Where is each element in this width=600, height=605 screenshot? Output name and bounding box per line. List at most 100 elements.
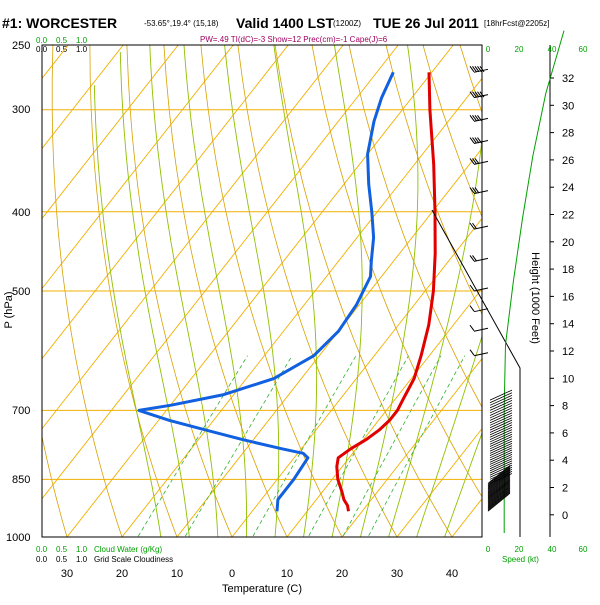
pressure-tick-850: 850 [12,474,30,486]
barb-staff [473,327,489,332]
barb-flag [472,137,477,144]
barb-flag [472,255,477,262]
barb-flag [474,66,480,73]
mid-level-barb [489,471,513,482]
low-level-barb [487,477,511,496]
barb-flag [469,115,475,122]
panel-boundary [431,209,521,537]
mixing-ratio-line [342,355,442,537]
low-level-barb [487,481,511,500]
pressure-tick-1000: 1000 [6,532,30,544]
low-level-barb [487,492,511,512]
low-level-barb [487,483,511,502]
bottom-cloud-water-0: 0.0 [36,545,48,554]
mid-level-barb [489,468,513,480]
dry-adiabat [0,0,12,537]
pressure-tick-400: 400 [12,207,30,219]
barb-flag [479,66,485,73]
wind-barb [469,187,489,195]
mid-level-barb [489,422,513,433]
mid-level-barb [489,456,513,467]
temperature-tick: 0 [229,568,235,580]
isotherm-line [341,357,482,537]
dry-adiabat [89,45,178,537]
temperature-tick: 10 [281,568,293,580]
mixing-ratio-line [184,355,293,537]
temperature-tick: 20 [336,568,348,580]
barb-staff [473,287,489,292]
dry-adiabat [311,45,482,498]
barb-flag [469,284,475,291]
mid-level-barb [489,394,513,406]
moist-adiabat [444,431,482,537]
pressure-axis-label: P (hPa) [3,291,15,328]
mid-level-barb [489,426,513,438]
speed-tick-top: 60 [579,45,588,54]
mid-level-barb [489,445,513,456]
barb-flag [479,91,485,98]
pressure-tick-700: 700 [12,405,30,417]
height-tick: 4 [562,455,568,467]
wind-barb [469,324,489,332]
dry-adiabat [422,45,482,218]
isotherm-line [42,45,124,150]
height-tick: 22 [562,210,574,222]
plot-frame [41,44,483,538]
mixing-ratio-line [137,355,248,537]
temperature-tick: 30 [391,568,403,580]
barb-flag [469,91,475,98]
dry-adiabat [200,45,343,537]
mixing-ratio-line [367,355,466,537]
barb-flag [474,158,480,165]
low-level-barb [487,487,511,506]
mid-level-barb [489,433,513,445]
low-level-barb [487,471,511,490]
barb-flag [474,115,480,122]
wind-barb [469,349,489,357]
dry-adiabat [274,45,453,537]
barb-flag [477,66,482,73]
cloudiness-caption: Grid Scale Cloudiness [94,555,173,564]
forecast-label: [18hrFcst@2205z] [484,19,549,28]
low-level-barb [487,469,511,488]
mid-level-barb [489,414,513,426]
height-tick: 6 [562,428,568,440]
isotherm-line [121,77,482,537]
mid-level-barb [489,473,513,484]
speed-axis-top: 0 20 40 60 [486,45,588,54]
low-level-barb [487,482,511,501]
low-level-barb [487,480,511,499]
height-tick: 30 [562,100,574,112]
station-title: #1: WORCESTER [2,15,117,31]
pressure-tick-300: 300 [12,104,30,116]
barb-flag [472,222,477,229]
wind-barb [469,255,489,262]
barb-flag [469,349,475,356]
height-tick: 8 [562,401,568,413]
cloud-water-tick-0: 0.0 [36,36,48,45]
low-level-barb [487,489,511,508]
speed-tick-bottom: 40 [548,545,557,554]
wind-barb [469,305,489,313]
speed-tick-top: 40 [548,45,557,54]
low-level-barb [487,473,511,492]
isotherm-line [176,147,482,537]
wind-barb [469,284,489,292]
moist-adiabat [331,45,363,537]
isotherm-line [42,45,234,290]
isotherm-line [286,287,482,537]
speed-tick-bottom: 20 [515,545,524,554]
mixing-ratio-line [252,355,357,537]
cloud-water-tick-1: 0.5 [56,36,68,45]
mid-level-barb [489,397,513,409]
height-tick: 10 [562,373,574,385]
pressure-axis: 250 300 400 500 700 850 1000 [6,40,30,544]
barb-staff [473,308,489,313]
isotherm-line [42,45,69,80]
mid-level-barb [489,424,513,436]
wind-barb [469,158,489,165]
mid-level-barb [489,392,513,404]
height-tick: 26 [562,155,574,167]
cloud-water-caption: Cloud Water (g/Kg) [94,545,163,554]
